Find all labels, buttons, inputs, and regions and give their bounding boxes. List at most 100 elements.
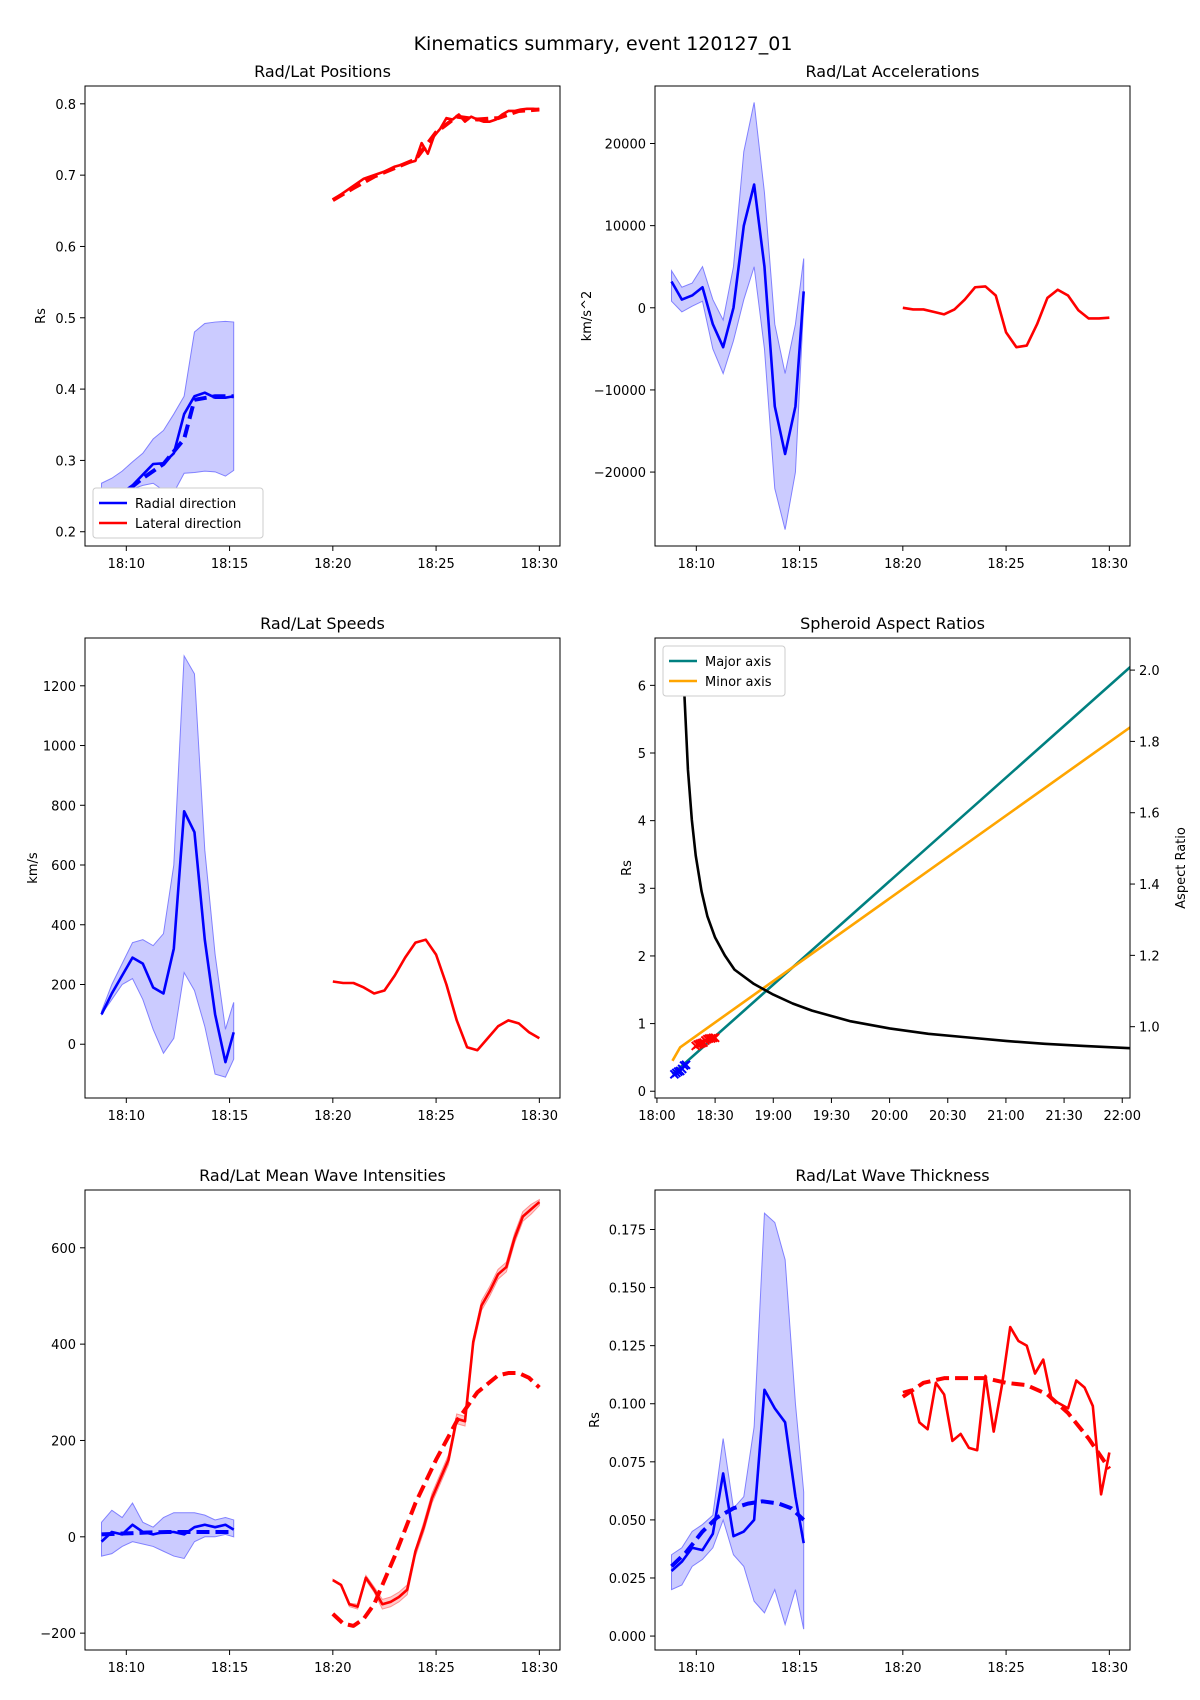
thickness-xtick-label: 18:20	[884, 1661, 921, 1676]
aspect-series-0-line	[671, 665, 1130, 1076]
thickness-ytick-label: 0.150	[609, 1282, 646, 1297]
aspect-plot-area	[669, 665, 1130, 1080]
thickness-xtick-label: 18:10	[678, 1661, 715, 1676]
accelerations-xtick-label: 18:20	[884, 557, 921, 572]
speeds-title: Rad/Lat Speeds	[260, 614, 385, 633]
aspect-legend-label-1: Minor axis	[705, 675, 772, 690]
accelerations-series-0-band	[671, 102, 805, 530]
accelerations-ylabel: km/s^2	[580, 291, 595, 342]
aspect-y2tick-label: 1.2	[1139, 949, 1160, 964]
intensities-series-1-line	[101, 1529, 234, 1537]
positions-legend-label-1: Lateral direction	[135, 517, 241, 532]
intensities-plot-area	[100, 1198, 541, 1628]
accelerations-xtick-label: 18:30	[1091, 557, 1128, 572]
aspect-xtick-label: 19:30	[813, 1109, 850, 1124]
aspect-legend: Major axis Minor axis	[662, 645, 786, 697]
positions-xtick-label: 18:25	[417, 557, 454, 572]
speeds-series-1-line	[332, 938, 540, 1052]
thickness-ylabel: Rs	[588, 1412, 603, 1428]
positions-legend-box	[92, 487, 264, 539]
intensities-xtick-label: 18:30	[521, 1661, 558, 1676]
aspect-ylabel: Rs	[620, 860, 635, 876]
intensities-frame	[84, 1189, 561, 1651]
speeds-ytick-label: 1000	[43, 740, 76, 755]
positions-ytick-label: 0.5	[55, 312, 76, 327]
positions-series-0-band	[101, 320, 235, 508]
aspect-y2tick-label: 1.0	[1139, 1021, 1160, 1036]
aspect-y2tick-label: 1.6	[1139, 807, 1160, 822]
speeds-ytick-label: 1200	[43, 680, 76, 695]
thickness-ytick-label: 0.075	[609, 1456, 646, 1471]
intensities-series-2-line	[332, 1201, 541, 1608]
positions-xtick-label: 18:20	[314, 557, 351, 572]
aspect-marker-1-9	[708, 1033, 718, 1043]
aspect-xtick-label: 21:30	[1045, 1109, 1082, 1124]
positions-xtick-label: 18:15	[211, 557, 248, 572]
aspect-legend-label-0: Major axis	[705, 655, 771, 670]
thickness-series-2-line	[902, 1325, 1111, 1496]
aspect-series-2-line	[672, 668, 1130, 1050]
aspect-xtick-label: 20:00	[871, 1109, 908, 1124]
aspect-ytick-label: 5	[638, 747, 646, 762]
intensities-xtick-label: 18:15	[211, 1661, 248, 1676]
speeds-ytick-label: 0	[68, 1038, 76, 1053]
aspect-legend-box	[662, 645, 786, 697]
speeds-xtick-label: 18:25	[417, 1109, 454, 1124]
thickness-chart: Rad/Lat Wave Thickness 18:10 18:15 18:20 18:…	[588, 1166, 1131, 1676]
intensities-series-2-band	[332, 1198, 540, 1610]
aspect-ytick-label: 1	[638, 1018, 646, 1033]
speeds-xtick-label: 18:30	[521, 1109, 558, 1124]
thickness-series-1-line	[670, 1499, 806, 1568]
accelerations-series-1-line	[902, 285, 1110, 349]
thickness-series-0-band	[671, 1212, 805, 1630]
aspect-xtick-label: 21:00	[987, 1109, 1024, 1124]
positions-xtick-label: 18:30	[521, 557, 558, 572]
speeds-plot-area	[100, 654, 540, 1078]
speeds-series-0-band	[101, 654, 235, 1078]
positions-series-3-line	[331, 107, 540, 202]
positions-title: Rad/Lat Positions	[254, 62, 391, 81]
accelerations-series-0-line	[670, 183, 805, 456]
aspect-y2label: Aspect Ratio	[1174, 827, 1189, 909]
aspect-marker-1-10	[710, 1033, 720, 1043]
speeds-ytick-label: 800	[51, 799, 76, 814]
accelerations-chart: Rad/Lat Accelerations 18:10 18:15 18:20 18:2…	[580, 62, 1131, 572]
aspect-ytick-label: 6	[638, 679, 646, 694]
aspect-frame	[654, 637, 1131, 1099]
aspect-y2tick-label: 2.0	[1139, 664, 1160, 679]
accelerations-xtick-label: 18:15	[781, 557, 818, 572]
thickness-xtick-label: 18:25	[987, 1661, 1024, 1676]
thickness-ytick-label: 0.100	[609, 1398, 646, 1413]
positions-ytick-label: 0.2	[55, 526, 76, 541]
aspect-xtick-label: 18:30	[696, 1109, 733, 1124]
intensities-xtick-label: 18:20	[314, 1661, 351, 1676]
aspect-y2tick-label: 1.4	[1139, 878, 1160, 893]
aspect-xtick-label: 19:00	[755, 1109, 792, 1124]
positions-legend-label-0: Radial direction	[135, 497, 236, 512]
aspect-title: Spheroid Aspect Ratios	[800, 614, 985, 633]
thickness-ytick-label: 0.050	[609, 1514, 646, 1529]
speeds-ytick-label: 400	[51, 919, 76, 934]
thickness-xtick-label: 18:30	[1091, 1661, 1128, 1676]
positions-series-1-line	[100, 394, 234, 516]
positions-ytick-label: 0.4	[55, 383, 76, 398]
speeds-ylabel: km/s	[26, 852, 41, 884]
positions-ytick-label: 0.8	[55, 98, 76, 113]
speeds-frame	[84, 637, 561, 1099]
intensities-ytick-label: 200	[51, 1434, 76, 1449]
thickness-series-3-line	[901, 1376, 1111, 1470]
intensities-ytick-label: 400	[51, 1338, 76, 1353]
positions-ytick-label: 0.3	[55, 454, 76, 469]
aspect-series-1-line	[671, 725, 1130, 1062]
accelerations-ytick-label: −20000	[594, 466, 646, 481]
intensities-xtick-label: 18:25	[417, 1661, 454, 1676]
intensities-ytick-label: 0	[68, 1531, 76, 1546]
thickness-plot-area	[670, 1212, 1111, 1630]
thickness-ytick-label: 0.000	[609, 1630, 646, 1645]
positions-xtick-label: 18:10	[108, 557, 145, 572]
speeds-series-0-line	[100, 809, 235, 1064]
thickness-ytick-label: 0.025	[609, 1572, 646, 1587]
speeds-chart: Rad/Lat Speeds 18:10 18:15 18:20 18:25 18:30 0…	[26, 614, 561, 1124]
aspect-ytick-label: 0	[638, 1085, 646, 1100]
